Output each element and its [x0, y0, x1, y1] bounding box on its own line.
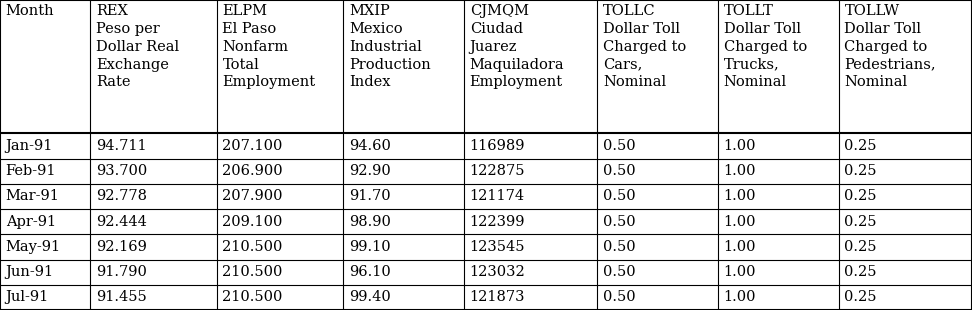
Text: 123032: 123032	[469, 265, 526, 279]
Text: 0.50: 0.50	[603, 164, 636, 178]
Text: 0.50: 0.50	[603, 240, 636, 254]
Text: 1.00: 1.00	[723, 240, 756, 254]
Text: 93.700: 93.700	[96, 164, 147, 178]
Text: TOLLT
Dollar Toll
Charged to
Trucks,
Nominal: TOLLT Dollar Toll Charged to Trucks, Nom…	[723, 4, 807, 90]
Text: 0.50: 0.50	[603, 265, 636, 279]
Text: 0.25: 0.25	[845, 215, 877, 229]
Text: Month: Month	[6, 4, 54, 18]
Text: Apr-91: Apr-91	[6, 215, 55, 229]
Text: Jun-91: Jun-91	[6, 265, 53, 279]
Text: 0.50: 0.50	[603, 290, 636, 304]
Text: 0.25: 0.25	[845, 240, 877, 254]
Text: 91.790: 91.790	[96, 265, 147, 279]
Text: May-91: May-91	[6, 240, 61, 254]
Text: CJMQM
Ciudad
Juarez
Maquiladora
Employment: CJMQM Ciudad Juarez Maquiladora Employme…	[469, 4, 565, 90]
Text: 0.25: 0.25	[845, 290, 877, 304]
Text: 0.50: 0.50	[603, 139, 636, 153]
Text: 94.711: 94.711	[96, 139, 147, 153]
Text: ELPM
El Paso
Nonfarm
Total
Employment: ELPM El Paso Nonfarm Total Employment	[223, 4, 316, 90]
Text: Jan-91: Jan-91	[6, 139, 53, 153]
Text: 123545: 123545	[469, 240, 525, 254]
Text: 122875: 122875	[469, 164, 525, 178]
Text: 0.25: 0.25	[845, 189, 877, 203]
Text: 94.60: 94.60	[349, 139, 391, 153]
Text: 96.10: 96.10	[349, 265, 391, 279]
Text: 92.778: 92.778	[96, 189, 147, 203]
Text: 207.100: 207.100	[223, 139, 283, 153]
Text: Jul-91: Jul-91	[6, 290, 49, 304]
Text: 0.25: 0.25	[845, 164, 877, 178]
Text: MXIP
Mexico
Industrial
Production
Index: MXIP Mexico Industrial Production Index	[349, 4, 431, 90]
Text: 207.900: 207.900	[223, 189, 283, 203]
Text: 0.50: 0.50	[603, 189, 636, 203]
Text: TOLLW
Dollar Toll
Charged to
Pedestrians,
Nominal: TOLLW Dollar Toll Charged to Pedestrians…	[845, 4, 936, 90]
Text: 92.90: 92.90	[349, 164, 391, 178]
Text: 1.00: 1.00	[723, 164, 756, 178]
Text: 91.455: 91.455	[96, 290, 147, 304]
Text: Feb-91: Feb-91	[6, 164, 56, 178]
Text: 0.50: 0.50	[603, 215, 636, 229]
Text: 121873: 121873	[469, 290, 525, 304]
Text: 209.100: 209.100	[223, 215, 283, 229]
Text: REX
Peso per
Dollar Real
Exchange
Rate: REX Peso per Dollar Real Exchange Rate	[96, 4, 179, 90]
Text: 210.500: 210.500	[223, 240, 283, 254]
Text: 99.10: 99.10	[349, 240, 391, 254]
Text: 206.900: 206.900	[223, 164, 283, 178]
Text: 91.70: 91.70	[349, 189, 391, 203]
Text: 98.90: 98.90	[349, 215, 391, 229]
Text: 1.00: 1.00	[723, 189, 756, 203]
Text: 0.25: 0.25	[845, 265, 877, 279]
Text: 1.00: 1.00	[723, 139, 756, 153]
Text: Mar-91: Mar-91	[6, 189, 59, 203]
Text: 1.00: 1.00	[723, 290, 756, 304]
Text: 1.00: 1.00	[723, 265, 756, 279]
Text: 92.444: 92.444	[96, 215, 147, 229]
Text: 121174: 121174	[469, 189, 525, 203]
Text: 116989: 116989	[469, 139, 525, 153]
Text: 122399: 122399	[469, 215, 525, 229]
Text: 0.25: 0.25	[845, 139, 877, 153]
Text: 99.40: 99.40	[349, 290, 391, 304]
Text: 210.500: 210.500	[223, 265, 283, 279]
Text: 92.169: 92.169	[96, 240, 147, 254]
Text: 210.500: 210.500	[223, 290, 283, 304]
Text: TOLLC
Dollar Toll
Charged to
Cars,
Nominal: TOLLC Dollar Toll Charged to Cars, Nomin…	[603, 4, 686, 90]
Text: 1.00: 1.00	[723, 215, 756, 229]
